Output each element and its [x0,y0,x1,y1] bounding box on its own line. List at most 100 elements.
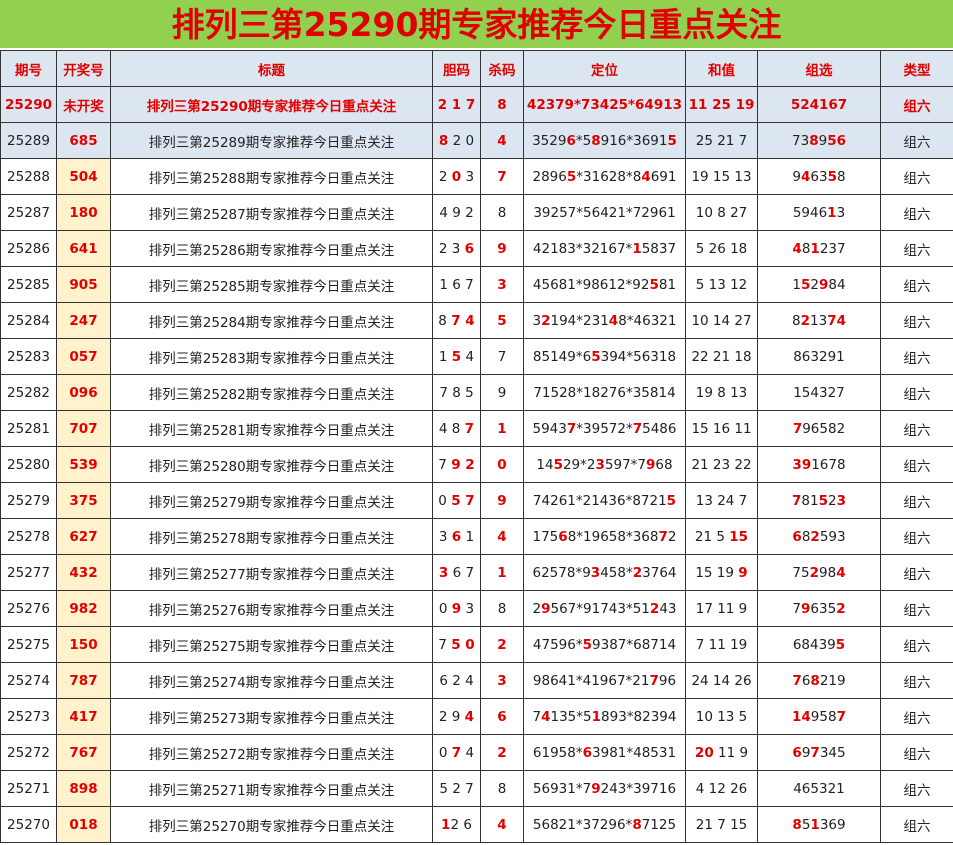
cell-segment: 5 [591,348,601,365]
table-cell: 25290 [0,86,57,123]
table-cell: 25272 [0,734,57,771]
table-cell: 组六 [880,770,953,807]
cell-segment: 3 [497,276,507,293]
cell-segment: 1 [810,816,820,833]
cell-segment: 2 [809,564,819,581]
cell-segment: 2 [532,600,542,617]
cell-segment: 4 [461,744,475,761]
table-cell: 排列三第25287期专家推荐今日重点关注 [110,194,433,231]
cell-segment: 74 [827,312,846,329]
column-header: 和值 [685,50,758,87]
cell-segment: 6 [464,240,475,257]
table-cell: 25285 [0,266,57,303]
column-header: 组选 [757,50,881,87]
table-cell: 排列三第25281期专家推荐今日重点关注 [110,410,433,447]
table-cell: 905 [56,266,111,303]
table-cell: 17 11 9 [685,590,758,627]
cell-segment: 5 [667,132,677,149]
cell-segment: 7 [658,528,668,545]
cell-segment: 63 [810,168,828,185]
cell-segment: 5486 [642,420,677,437]
table-cell: 25274 [0,662,57,699]
cell-segment: 4 8 [438,420,465,437]
table-cell: 17568*19658*36872 [523,518,686,555]
table-cell: 15 16 11 [685,410,758,447]
table-row: 25278 627 排列三第25278期专家推荐今日重点关注 3 6 1 4 17568*… [0,518,953,555]
table-cell: 7 [480,158,524,195]
table-cell: 20 11 9 [685,734,758,771]
cell-segment: 9 [541,600,551,617]
table-cell: 21 7 15 [685,806,758,843]
table-cell: 4 [480,122,524,159]
cell-segment: 8*46321 [618,312,677,329]
table-cell: 39257*56421*72961 [523,194,686,231]
cell-segment: 7 4 [451,312,475,329]
table-row: 25272 767 排列三第25272期专家推荐今日重点关注 0 7 4 2 61958*… [0,734,953,771]
table-cell: 74261*21436*87215 [523,482,686,519]
table-cell: 25282 [0,374,57,411]
table-cell: 组六 [880,698,953,735]
table-cell: 25284 [0,302,57,339]
cell-segment: 7 [497,168,507,185]
table-cell: 821374 [757,302,881,339]
table-row: 25273 417 排列三第25273期专家推荐今日重点关注 2 9 4 6 74135*… [0,698,953,735]
table-cell: 481237 [757,230,881,267]
table-cell: 25276 [0,590,57,627]
cell-segment: 9 [591,780,601,797]
table-cell: 排列三第25273期专家推荐今日重点关注 [110,698,433,735]
cell-segment: 7125 [641,816,677,833]
table-cell: 排列三第25277期专家推荐今日重点关注 [110,554,433,591]
table-cell: 154327 [757,374,881,411]
table-cell: 85149*65394*56318 [523,338,686,375]
cell-segment: 7 [451,744,462,761]
cell-segment: 8 [632,816,642,833]
cell-segment: 96 [658,672,677,689]
cell-segment: 9 [818,132,828,149]
table-cell: 25287 [0,194,57,231]
table-cell: 25281 [0,410,57,447]
table-cell: 863291 [757,338,881,375]
table-cell: 24 14 26 [685,662,758,699]
cell-segment: 39 [792,456,812,473]
table-cell: 组六 [880,590,953,627]
table-cell: 59437*39572*75486 [523,410,686,447]
column-header: 类型 [880,50,953,87]
cell-segment: 6 7 [448,564,475,581]
table-cell: 375 [56,482,111,519]
cell-segment: 6 [582,744,593,761]
table-cell: 排列三第25289期专家推荐今日重点关注 [110,122,433,159]
cell-segment: 8 [497,96,507,113]
table-cell: 767 [56,734,111,771]
column-header: 期号 [0,50,57,87]
table-cell: 3 [480,266,524,303]
table-cell: 排列三第25280期专家推荐今日重点关注 [110,446,433,483]
table-cell: 组六 [880,194,953,231]
table-cell: 1 [480,410,524,447]
cell-segment: 345 [819,744,846,761]
cell-segment: 61958* [532,744,583,761]
cell-segment: 6 [558,528,568,545]
cell-segment: 2 0 [448,132,475,149]
cell-segment: 9 [738,564,748,581]
page-title: 排列三第25290期专家推荐今日重点关注 [0,0,953,50]
cell-segment: 3 [438,564,449,581]
table-cell: 45681*98612*92581 [523,266,686,303]
cell-segment: 135*5 [550,708,592,725]
cell-segment: 7 [792,600,801,617]
cell-segment: 5 [451,348,462,365]
cell-segment: 68439 [792,636,836,653]
cell-segment: 85149*6 [532,348,592,365]
table-cell: 8 [480,194,524,231]
cell-segment: 96582 [802,420,846,437]
cell-segment: 9 [497,492,507,509]
cell-segment: 56821*37296* [532,816,633,833]
table-cell: 247 [56,302,111,339]
table-cell: 组六 [880,158,953,195]
table-cell: 25 21 7 [685,122,758,159]
cell-segment: 8 [809,132,819,149]
cell-segment: 1 [810,240,820,257]
cell-segment: 7 [632,420,643,437]
table-cell: 排列三第25276期专家推荐今日重点关注 [110,590,433,627]
cell-segment: 0 [438,744,452,761]
cell-segment: 42379*73425*64913 [526,96,683,113]
